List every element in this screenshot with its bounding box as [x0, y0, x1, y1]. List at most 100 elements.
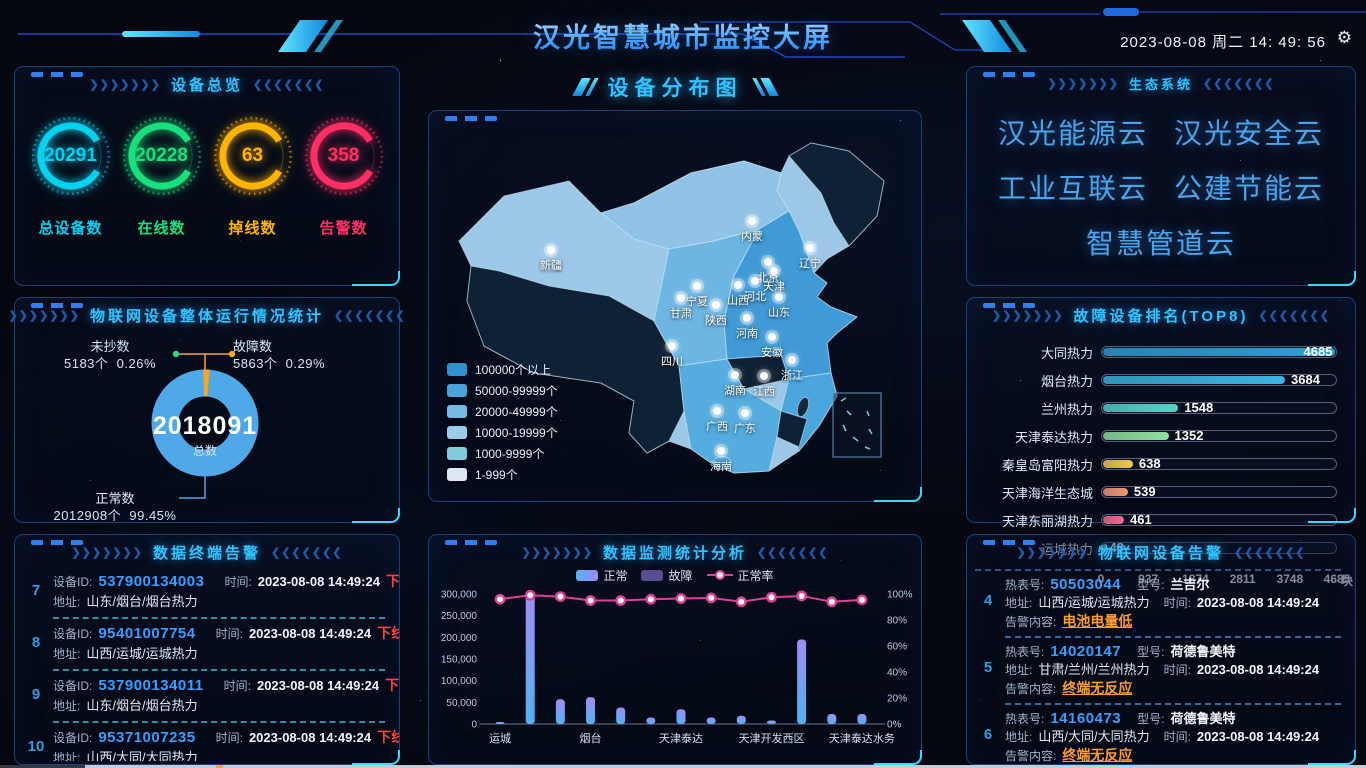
- map-marker-浙江[interactable]: 浙江: [781, 356, 803, 383]
- marker-dot: [743, 314, 751, 322]
- map-marker-内蒙[interactable]: 内蒙: [741, 217, 763, 244]
- map-marker-广东[interactable]: 广东: [734, 409, 756, 436]
- legend-swatch: [447, 426, 467, 439]
- row-separator: [53, 617, 385, 619]
- callout-unread: 未抄数 5183个 0.26%: [63, 339, 157, 371]
- ranking-fill: [1103, 488, 1128, 496]
- map-marker-新疆[interactable]: 新疆: [540, 246, 562, 273]
- header: 汉光智慧城市监控大屏 2023-08-08 周二 14: 49: 56 ⚙: [0, 0, 1366, 64]
- legend-normal[interactable]: 正常: [576, 567, 627, 584]
- ranking-value: 4685: [1303, 344, 1333, 359]
- map-marker-山东[interactable]: 山东: [768, 293, 790, 320]
- monitor-chart-svg: 0 50,000 100,000 150,000 200,000 250,000 300,0…: [441, 590, 913, 746]
- ranking-row: 大同热力 4685: [981, 338, 1337, 366]
- callout-fault: 故障数 5863个 0.29%: [233, 339, 326, 371]
- map-marker-河南[interactable]: 河南: [736, 314, 758, 341]
- map-marker-山西[interactable]: 山西: [727, 281, 749, 308]
- map-legend: 100000个以上 50000-99999个 20000-49999个 10000-1…: [447, 359, 558, 485]
- map-marker-湖南[interactable]: 湖南: [724, 371, 746, 398]
- gauge-ring: 358: [301, 113, 387, 199]
- legend-label: 1000-9999个: [475, 447, 545, 461]
- marker-label: 湖南: [724, 385, 746, 397]
- map-marker-广西[interactable]: 广西: [706, 407, 728, 434]
- device-id-label: 设备ID:: [53, 575, 93, 589]
- alarm-address: 山西/大同/大同热力: [86, 750, 198, 761]
- address-label: 地址:: [53, 699, 81, 713]
- ecosystem-link-智慧管道云[interactable]: 智慧管道云: [1085, 228, 1236, 259]
- row-index: 9: [31, 686, 41, 703]
- ranking-fill: [1103, 516, 1125, 524]
- meter-model: 兰吉尔: [1170, 577, 1210, 592]
- alarm-time: 2023-08-08 14:49:24: [256, 678, 380, 693]
- iot-alarm-row: 5 热表号: 14020147 型号: 荷德鲁美特 地址: 甘肃/兰州/兰州热力 时间: 202…: [975, 638, 1341, 705]
- marker-dot: [760, 372, 768, 380]
- svg-text:200,000: 200,000: [441, 633, 478, 644]
- ecosystem-links: 汉光能源云 汉光安全云 工业互联云 公建节能云智慧管道云: [967, 97, 1355, 277]
- marker-dot: [734, 281, 742, 289]
- ranking-value: 539: [1133, 484, 1156, 499]
- status-offline: 下线: [385, 677, 399, 693]
- legend-rate[interactable]: 正常率: [706, 567, 774, 584]
- marker-dot: [717, 447, 725, 455]
- ranking-bars: 大同热力 4685 烟台热力 3684 兰州热力 1548 天津泰达热力 1352 秦皇岛富阳热…: [967, 326, 1355, 562]
- map-marker-天津[interactable]: 天津: [763, 267, 785, 294]
- address-label: 地址:: [53, 647, 81, 661]
- legend-label: 50000-99999个: [475, 384, 558, 398]
- marker-dot: [713, 407, 721, 415]
- map-marker-江西[interactable]: 江西: [753, 372, 775, 399]
- map-marker-海南[interactable]: 海南: [710, 447, 732, 474]
- row-index: 10: [27, 738, 45, 755]
- donut-chart: 2018091 总数 未抄数 5183个 0.26% 故障数 5863个 0.2…: [15, 326, 401, 524]
- alarm-address: 甘肃/兰州/兰州热力: [1038, 662, 1150, 677]
- meter-model: 荷德鲁美特: [1170, 644, 1236, 659]
- svg-text:50,000: 50,000: [446, 698, 477, 709]
- panel-title-monitor-chart: 数据监测统计分析: [429, 542, 921, 563]
- alarm-address: 山东/烟台/烟台热力: [86, 594, 198, 609]
- row-index: 6: [983, 726, 993, 743]
- ecosystem-row: 智慧管道云: [967, 222, 1355, 262]
- map-legend-item: 1000-9999个: [447, 443, 558, 464]
- row-index: 5: [983, 659, 993, 676]
- marker-dot: [693, 282, 701, 290]
- map-marker-陕西[interactable]: 陕西: [705, 301, 727, 328]
- address-label: 地址:: [1005, 596, 1033, 610]
- marker-label: 宁夏: [686, 296, 708, 308]
- ranking-track: 3684: [1101, 372, 1337, 387]
- row-index: 8: [31, 634, 41, 651]
- map-marker-辽宁[interactable]: 辽宁: [799, 244, 821, 271]
- marker-label: 新疆: [540, 260, 562, 272]
- ranking-track: 1352: [1101, 428, 1337, 443]
- marker-dot: [668, 342, 676, 350]
- map-markers-layer: 新疆 内蒙辽宁北京 天津 河北 山西 山东 宁夏 甘肃 陕西 河南四川 安徽 浙江湖南 江西广西 广东 海南: [429, 111, 921, 499]
- map-marker-四川[interactable]: 四川: [661, 342, 683, 369]
- marker-label: 北京: [757, 272, 779, 284]
- map-marker-安徽[interactable]: 安徽: [761, 333, 783, 360]
- ecosystem-link-工业互联云[interactable]: 工业互联云: [997, 173, 1148, 204]
- svg-text:烟台: 烟台: [580, 731, 602, 745]
- svg-text:300,000: 300,000: [441, 590, 478, 601]
- ranking-value: 461: [1130, 512, 1152, 527]
- datetime-display: 2023-08-08 周二 14: 49: 56: [1120, 34, 1326, 51]
- marker-dot: [751, 277, 759, 285]
- map-marker-北京[interactable]: 北京: [757, 258, 779, 285]
- gauge-label: 在线数: [137, 220, 186, 237]
- ranking-track: 1548: [1101, 400, 1337, 415]
- settings-gear-icon[interactable]: ⚙: [1336, 28, 1352, 47]
- gauge-value: 20228: [135, 145, 188, 166]
- ranking-row: 天津海洋生态城 539: [981, 478, 1337, 506]
- gauge-ring: 20228: [119, 113, 205, 199]
- gauge-value: 63: [241, 145, 264, 166]
- ecosystem-link-汉光安全云[interactable]: 汉光安全云: [1174, 118, 1325, 149]
- map-legend-item: 10000-19999个: [447, 422, 558, 443]
- map-marker-河北[interactable]: 河北: [744, 277, 766, 304]
- ranking-track: 638: [1101, 456, 1337, 471]
- ecosystem-link-公建节能云[interactable]: 公建节能云: [1174, 173, 1325, 204]
- ranking-label: 兰州热力: [1040, 401, 1093, 417]
- map-marker-甘肃[interactable]: 甘肃: [670, 294, 692, 321]
- ecosystem-link-汉光能源云[interactable]: 汉光能源云: [997, 118, 1148, 149]
- map-marker-宁夏[interactable]: 宁夏: [686, 282, 708, 309]
- marker-label: 广西: [706, 421, 728, 433]
- legend-fault[interactable]: 故障: [641, 567, 693, 584]
- alarm-address: 山西/运城/运城热力: [1038, 595, 1150, 610]
- alarm-time: 2023-08-08 14:49:24: [248, 626, 372, 641]
